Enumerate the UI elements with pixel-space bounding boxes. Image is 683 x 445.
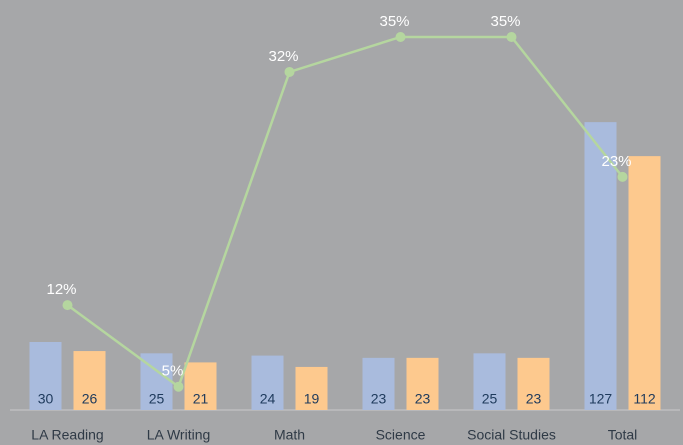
line-point <box>62 300 73 311</box>
bar <box>628 156 661 410</box>
bar-value-label: 23 <box>371 391 387 407</box>
x-tick-label: Social Studies <box>467 427 556 443</box>
line-value-label: 23% <box>601 153 631 170</box>
bar <box>295 366 328 410</box>
bar-value-label: 19 <box>304 391 320 407</box>
bar <box>362 357 395 410</box>
line-point <box>395 31 406 42</box>
bar-value-label: 24 <box>260 391 276 407</box>
bar <box>517 357 550 410</box>
bar-value-label: 112 <box>633 391 656 407</box>
line-point <box>617 171 628 182</box>
bar-value-label: 25 <box>149 391 165 407</box>
bar-value-label: 127 <box>589 391 613 407</box>
line-value-label: 32% <box>268 48 298 65</box>
bar <box>473 353 506 410</box>
line-value-label: 12% <box>46 281 76 298</box>
line <box>66 35 624 389</box>
line-value-label: 35% <box>490 13 520 30</box>
line-point <box>284 66 295 77</box>
bar-value-label: 25 <box>482 391 498 407</box>
bar <box>251 355 284 410</box>
x-tick-label: Science <box>376 427 426 443</box>
bar <box>406 357 439 410</box>
line-value-label: 5% <box>162 363 184 380</box>
bar-value-label: 23 <box>526 391 542 407</box>
bar-value-label: 21 <box>193 391 209 407</box>
bar <box>73 351 106 410</box>
x-tick-label: LA Writing <box>147 427 211 443</box>
bar <box>29 342 62 410</box>
x-tick-label: LA Reading <box>31 427 103 443</box>
bar-value-label: 26 <box>82 391 98 407</box>
bar <box>584 122 617 410</box>
line-point <box>173 381 184 392</box>
x-tick-label: Math <box>274 427 305 443</box>
bar-value-label: 30 <box>38 391 54 407</box>
bar-value-label: 23 <box>415 391 431 407</box>
line-point <box>506 31 517 42</box>
bar <box>184 362 217 410</box>
x-tick-label: Total <box>608 427 638 443</box>
line-value-label: 35% <box>379 13 409 30</box>
